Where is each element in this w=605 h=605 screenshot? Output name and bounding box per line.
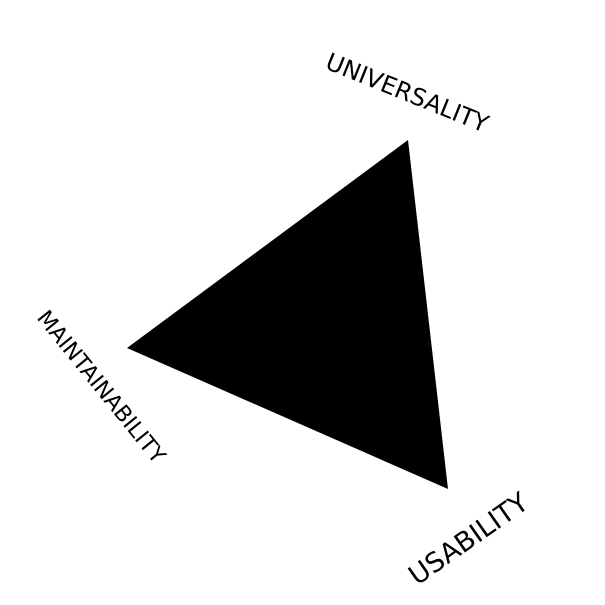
triangle-shape [127,140,448,489]
